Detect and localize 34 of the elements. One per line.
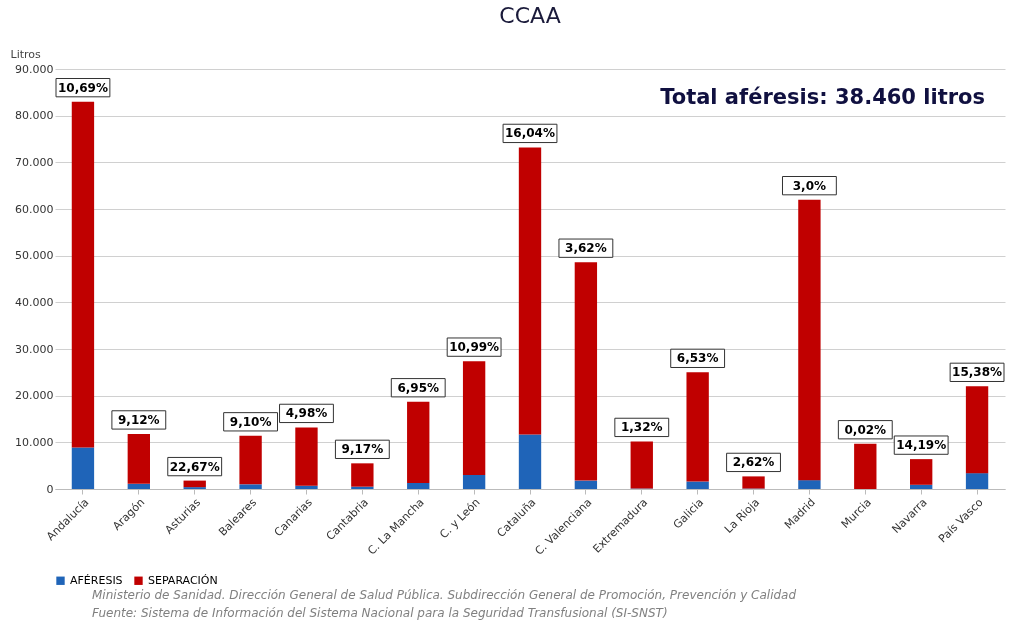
y-tick-label: 80.000 <box>15 109 54 123</box>
text: Ministerio de Sanidad. Dirección General de Salud Pública. Subdirección General de Promoción, Prevención y Calidad <box>92 587 798 604</box>
annotation: Total aféresis: 38.460 litros <box>660 85 985 109</box>
annotation: 3,0% <box>792 178 827 193</box>
annotation: 0,02% <box>844 422 887 437</box>
annotation: 6,95% <box>397 380 440 395</box>
y-tick-label: 50.000 <box>15 249 54 263</box>
annotation: 15,38% <box>952 365 1003 380</box>
y-tick-label: 30.000 <box>15 342 54 356</box>
y-axis-title: Litros <box>10 47 42 61</box>
legend-label: SEPARACIÓN <box>148 573 218 587</box>
y-tick-label: 60.000 <box>15 202 54 216</box>
annotation: 22,67% <box>169 459 220 474</box>
annotation: 10,69% <box>57 80 108 95</box>
source-note: Fuente: Sistema de Información del Sistema Nacional para la Seguridad Transfusional (SI-SNST) <box>92 605 669 622</box>
annotation: 14,19% <box>896 438 947 453</box>
y-tick-label: 90.000 <box>15 62 54 76</box>
annotation: 9,12% <box>118 412 160 427</box>
y-tick-label: 70.000 <box>15 155 54 169</box>
annotation: 1,32% <box>620 420 663 435</box>
chart-title: CCAA <box>499 3 561 28</box>
y-tick-label: 0 <box>46 482 54 496</box>
annotation: 10,99% <box>449 340 500 355</box>
y-tick-label: 20.000 <box>15 389 54 403</box>
legend-label: AFÉRESIS <box>70 573 123 587</box>
annotation: 9,17% <box>341 442 384 457</box>
annotation: 3,62% <box>565 241 607 256</box>
annotation: 6,53% <box>676 351 719 366</box>
annotation: 16,04% <box>505 126 555 141</box>
y-tick-label: 40.000 <box>15 295 54 309</box>
annotation: 4,98% <box>285 406 328 421</box>
annotation: 9,10% <box>229 414 272 429</box>
y-tick-label: 10.000 <box>15 435 54 449</box>
annotation: 2,62% <box>732 455 775 470</box>
